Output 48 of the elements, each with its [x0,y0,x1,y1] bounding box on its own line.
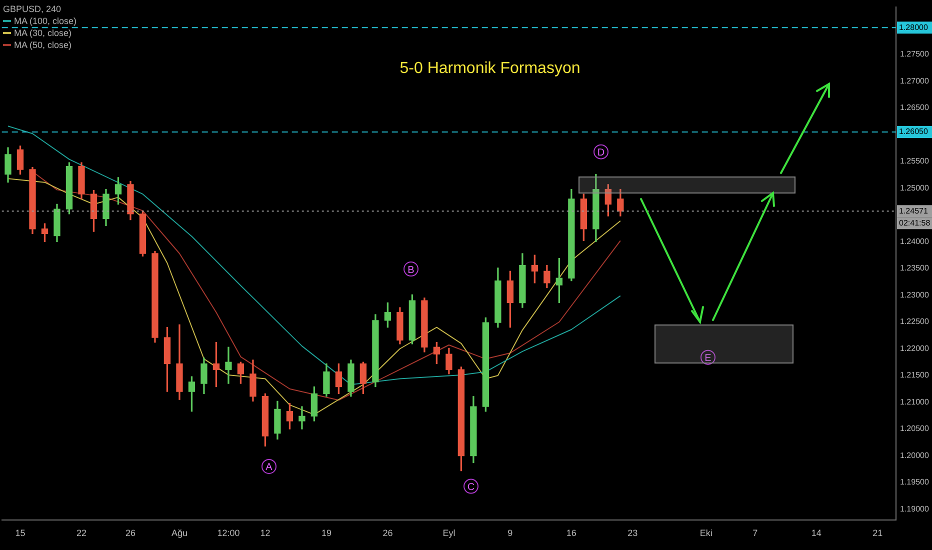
x-tick-label: 26 [125,528,136,538]
x-tick-label: 9 [508,528,513,538]
ref-line-label: 1.26050 [899,127,928,136]
x-tick-label: 22 [76,528,86,538]
y-tick-label: 1.27000 [900,76,930,86]
text: 02:41:58 [899,218,931,228]
ref-line-label: 1.24571 [899,206,928,216]
x-tick-label: 14 [811,528,822,538]
y-tick-label: 1.24000 [900,236,930,246]
y-tick-label: 1.25000 [900,183,930,192]
ref-line-label: 1.28000 [899,22,928,32]
legend-label: MA (50, close) [14,39,72,51]
y-tick-label: 1.21000 [900,397,930,406]
y-tick-label: 1.21500 [900,370,930,380]
annotation: D [597,148,605,159]
x-tick-label: 26 [382,528,393,538]
y-tick-label: 1.27500 [900,50,930,59]
x-tick-label: 15 [15,528,26,538]
y-tick-label: 1.19500 [900,478,930,487]
x-tick-label: 23 [628,528,638,538]
x-tick-label: 7 [752,528,758,538]
x-tick-label: 12:00 [217,528,240,538]
candlestick [298,406,306,430]
x-tick-label: Eyl [442,528,456,538]
x-tick-label: 19 [321,528,332,538]
x-tick-label: 16 [566,528,576,538]
annotation: C [467,482,475,494]
annotation: B [408,264,415,276]
y-tick-label: 1.25500 [900,156,930,166]
y-tick-label: 1.20500 [900,424,930,434]
legend-label: MA (30, close) [14,27,72,39]
y-tick-label: 1.19000 [900,504,930,514]
y-tick-label: 1.22000 [900,344,930,353]
y-tick-label: 1.23500 [900,264,930,273]
legend-label: MA (100, close) [14,15,77,27]
x-tick-label: 21 [872,528,883,538]
annotation: A [266,462,273,474]
text: 5-0 Harmonik Formasyon [398,60,582,78]
chart-subtitle: GBPUSD, 240 [3,3,62,15]
x-tick-label: Ağu [171,528,188,538]
annotation: E [704,353,712,364]
y-tick-label: 1.26500 [900,103,930,112]
y-tick-label: 1.22500 [900,317,930,326]
candlestick [225,346,232,384]
x-tick-label: Eki [700,528,712,538]
y-tick-label: 1.20000 [900,450,930,460]
x-tick-label: 12 [260,528,270,538]
y-tick-label: 1.23000 [900,290,930,300]
